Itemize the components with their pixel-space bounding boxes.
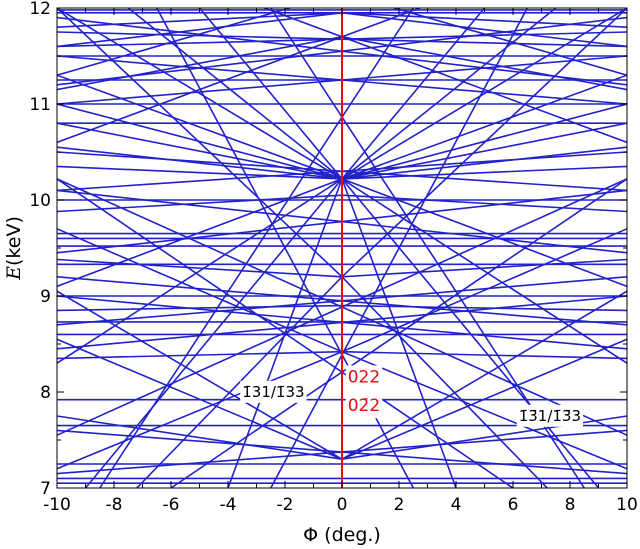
- y-tick-label-3: 10: [29, 191, 51, 211]
- annotation-red-2: 02̄2: [348, 396, 380, 416]
- x-tick-label-8: 6: [508, 495, 519, 515]
- x-tick-label-2: -6: [163, 495, 180, 515]
- y-axis-unit: (keV): [3, 216, 25, 266]
- x-tick-label-4: -2: [277, 495, 294, 515]
- annotation-left: 1̄31/1̄33: [242, 383, 304, 401]
- x-tick-label-6: 2: [394, 495, 405, 515]
- annotations-layer: 1̄31/1̄33 1̄3̄1/1̄3̄3 022 02̄2: [240, 365, 584, 427]
- y-tick-label-0: 7: [40, 479, 51, 499]
- x-tick-label-9: 8: [565, 495, 576, 515]
- y-axis-variable: E: [3, 266, 25, 281]
- annotation-left-background: [240, 380, 307, 403]
- series-line-63: [57, 8, 293, 76]
- series-line-70: [99, 8, 414, 488]
- y-tick-label-4: 11: [29, 95, 51, 115]
- x-tick-label-0: -10: [43, 495, 71, 515]
- y-tick-label-5: 12: [29, 0, 51, 19]
- x-tick-label-1: -8: [106, 495, 123, 515]
- ticks-layer: [56, 7, 628, 489]
- annotation-right-background: [516, 404, 584, 427]
- y-tick-label-2: 9: [40, 287, 51, 307]
- x-tick-label-7: 4: [451, 495, 462, 515]
- x-tick-label-5: 0: [337, 495, 348, 515]
- x-tick-label-10: 10: [616, 495, 638, 515]
- series-line-64: [391, 8, 627, 76]
- annotation-right: 1̄3̄1/1̄3̄3: [519, 407, 581, 425]
- y-axis-title: E(keV): [3, 216, 25, 281]
- x-tick-label-3: -4: [220, 495, 237, 515]
- tick-labels-layer: -10 -8 -6 -4 -2 0 2 4 6 8 10 7 8 9 10 11 12: [29, 0, 637, 515]
- y-tick-label-1: 8: [40, 383, 51, 403]
- series-line-68: [270, 8, 529, 488]
- x-axis-title: Φ (deg.): [303, 524, 381, 546]
- annotation-red-1: 022: [348, 367, 380, 387]
- annotation-red-background: [345, 365, 383, 419]
